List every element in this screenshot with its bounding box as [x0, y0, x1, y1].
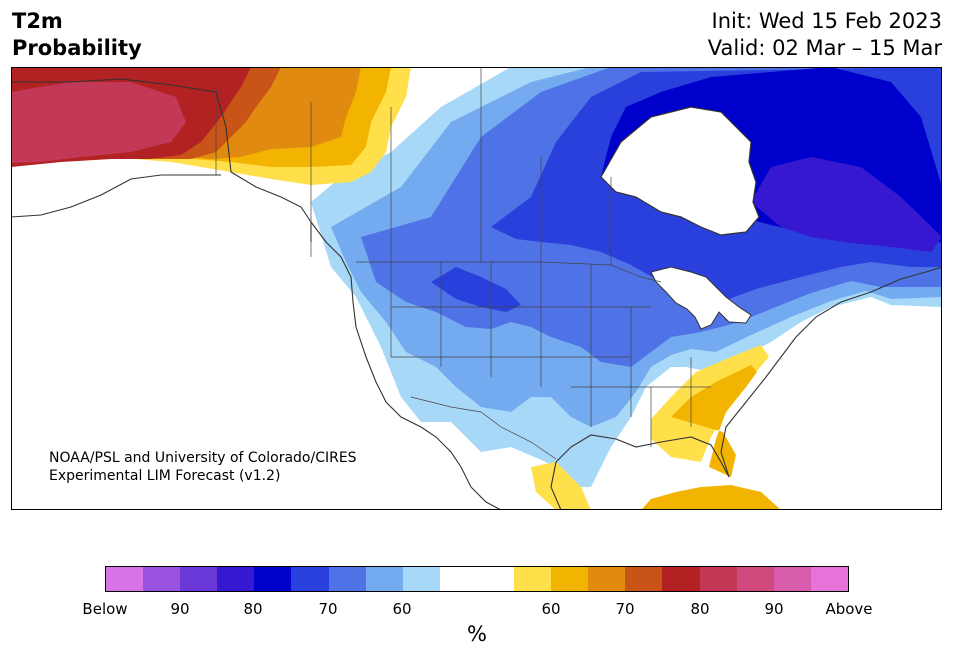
title-line-2: Probability — [12, 36, 142, 60]
colorbar-segment — [699, 567, 737, 591]
colorbar-tick-label: 90 — [764, 600, 784, 618]
credit-line-2: Experimental LIM Forecast (v1.2) — [49, 468, 281, 484]
colorbar-segment — [588, 567, 626, 591]
us-mexico-border — [410, 396, 557, 460]
below-85-region-west — [431, 267, 521, 312]
valid-range: Valid: 02 Mar – 15 Mar — [707, 36, 942, 60]
colorbar-tick-label: 80 — [243, 600, 263, 618]
colorbar-segment — [662, 567, 700, 591]
gulf-coast — [555, 434, 730, 478]
above-70-cuba — [641, 485, 781, 510]
colorbar-segment — [291, 567, 329, 591]
colorbar-segment — [551, 567, 589, 591]
colorbar-segment — [254, 567, 292, 591]
credit-line-1: NOAA/PSL and University of Colorado/CIRE… — [49, 450, 357, 466]
credit-text: NOAA/PSL and University of Colorado/CIRE… — [49, 449, 357, 485]
date-header: Init: Wed 15 Feb 2023 Valid: 02 Mar – 15… — [708, 8, 942, 62]
colorbar-segment — [514, 567, 552, 591]
above-90-region — [11, 82, 186, 163]
colorbar-unit: % — [467, 622, 487, 646]
colorbar — [105, 566, 849, 592]
colorbar-segment — [476, 567, 515, 591]
alaska-coast — [11, 78, 312, 242]
colorbar-tick-label: 70 — [318, 600, 338, 618]
colorbar-segment — [625, 567, 663, 591]
title-line-1: T2m — [12, 9, 63, 33]
colorbar-segment — [365, 567, 403, 591]
mexico-coast — [470, 461, 562, 510]
below-95-region — [751, 157, 942, 252]
colorbar-segment — [217, 567, 255, 591]
init-date: Init: Wed 15 Feb 2023 — [711, 9, 942, 33]
colorbar-tick-label: 90 — [170, 600, 190, 618]
colorbar-segment — [106, 567, 144, 591]
map-frame — [11, 67, 942, 510]
hudson-bay — [600, 106, 760, 236]
colorbar-segment — [736, 567, 774, 591]
colorbar-segment — [402, 567, 440, 591]
colorbar-tick-label: Above — [825, 600, 873, 618]
great-lakes — [650, 266, 752, 330]
colorbar-tick-label: 60 — [541, 600, 561, 618]
colorbar-segment — [773, 567, 811, 591]
colorbar-segment — [328, 567, 366, 591]
colorbar-tick-label: 80 — [690, 600, 710, 618]
above-60-mexico — [531, 462, 591, 510]
state-lines — [390, 262, 711, 447]
atlantic-coast — [720, 266, 942, 478]
probability-map — [11, 67, 942, 510]
colorbar-segment — [810, 567, 848, 591]
colorbar-segment — [439, 567, 477, 591]
pacific-coast — [310, 221, 472, 488]
colorbar-segment — [143, 567, 181, 591]
plot-title: T2m Probability — [12, 8, 142, 62]
colorbar-tick-label: Below — [82, 600, 128, 618]
colorbar-segment — [180, 567, 218, 591]
province-lines — [310, 67, 612, 265]
alaska-south-coast — [11, 174, 221, 218]
above-70-southeast — [671, 365, 757, 477]
colorbar-tick-label: 70 — [615, 600, 635, 618]
colorbar-tick-label: 60 — [392, 600, 412, 618]
